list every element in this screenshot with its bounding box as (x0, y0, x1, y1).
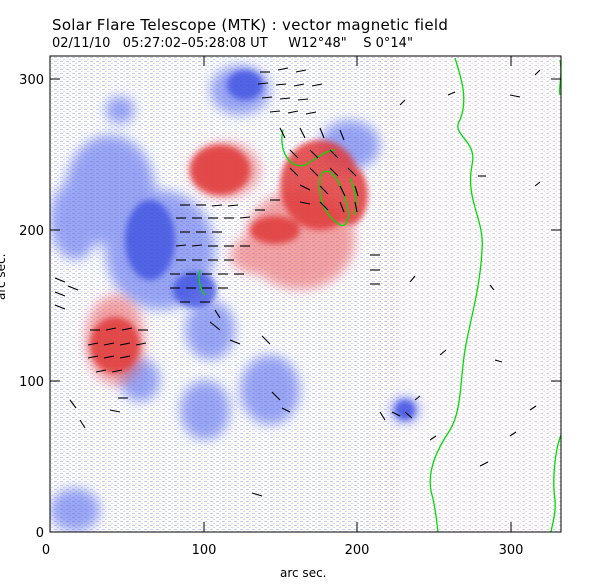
plot-frame (49, 55, 562, 533)
axis-ticks (49, 56, 561, 533)
x-tick-label: 200 (345, 543, 370, 558)
figure-title: Solar Flare Telescope (MTK) : vector mag… (52, 16, 449, 34)
y-tick-label: 100 (19, 375, 44, 390)
y-tick-label: 200 (19, 224, 44, 239)
x-tick-label: 300 (499, 543, 524, 558)
y-tick-label: 300 (19, 73, 44, 88)
x-axis-label: arc sec. (280, 566, 327, 580)
vector-arrows (54, 67, 541, 497)
x-tick-label: 100 (192, 543, 217, 558)
y-axis-label: arc sec. (0, 253, 8, 300)
observation-info: 02/11/10 05:27:02–05:28:08 UT W12°48" S … (52, 36, 413, 51)
x-tick-label: 0 (42, 543, 50, 558)
magnetogram-image (50, 56, 561, 532)
y-tick-label: 0 (36, 526, 44, 541)
